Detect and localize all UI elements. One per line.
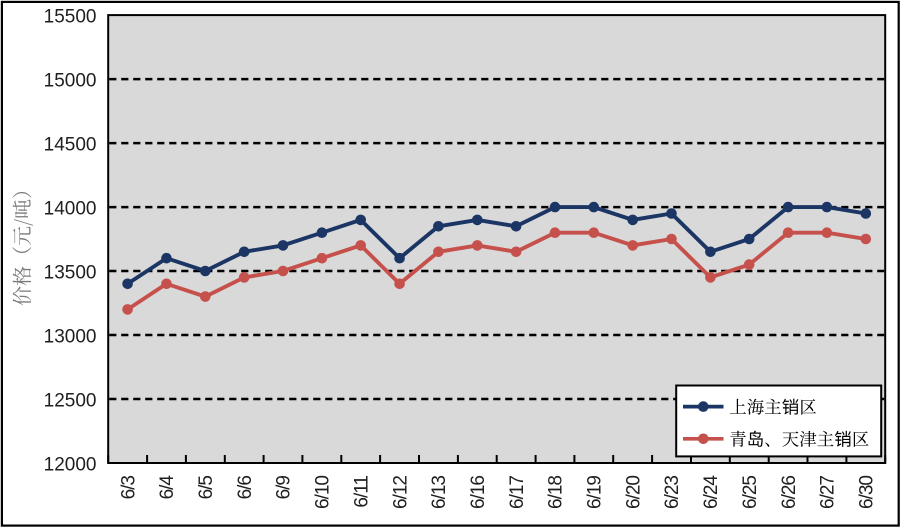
svg-text:13500: 13500 <box>44 262 97 283</box>
svg-text:6/23: 6/23 <box>662 476 683 509</box>
svg-text:6/19: 6/19 <box>585 476 606 509</box>
svg-text:12500: 12500 <box>44 390 97 411</box>
svg-text:6/9: 6/9 <box>274 476 295 500</box>
svg-text:6/18: 6/18 <box>546 476 567 509</box>
svg-text:14000: 14000 <box>44 199 97 220</box>
svg-text:6/13: 6/13 <box>429 476 450 509</box>
svg-text:6/16: 6/16 <box>468 476 489 509</box>
svg-text:15500: 15500 <box>44 7 97 28</box>
svg-text:13000: 13000 <box>44 326 97 347</box>
svg-text:6/24: 6/24 <box>701 475 722 509</box>
svg-text:6/25: 6/25 <box>740 476 761 509</box>
svg-text:6/20: 6/20 <box>623 476 644 509</box>
svg-text:6/17: 6/17 <box>507 476 528 509</box>
svg-text:15000: 15000 <box>44 71 97 92</box>
svg-text:6/26: 6/26 <box>779 476 800 509</box>
svg-text:6/10: 6/10 <box>313 476 334 509</box>
svg-text:6/3: 6/3 <box>118 476 139 500</box>
svg-text:6/27: 6/27 <box>818 476 839 509</box>
svg-text:6/4: 6/4 <box>157 475 178 500</box>
svg-text:12000: 12000 <box>44 454 97 475</box>
svg-text:6/5: 6/5 <box>196 476 217 500</box>
svg-text:6/6: 6/6 <box>235 476 256 500</box>
svg-text:6/30: 6/30 <box>857 476 878 509</box>
svg-text:6/12: 6/12 <box>390 476 411 509</box>
svg-text:14500: 14500 <box>44 135 97 156</box>
svg-text:6/11: 6/11 <box>351 476 372 508</box>
